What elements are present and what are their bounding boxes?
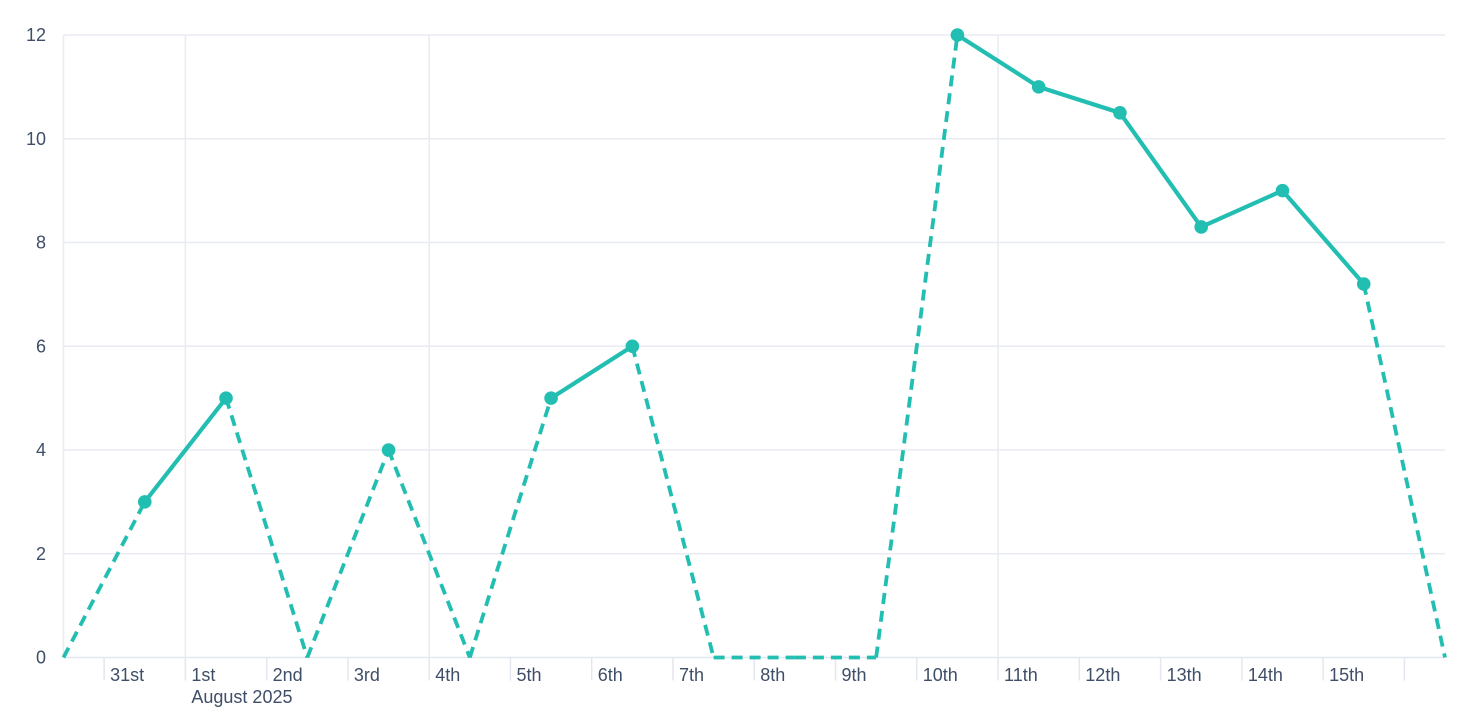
x-axis-tick-label: 13th — [1167, 665, 1202, 685]
line-segment-solid — [548, 344, 635, 401]
x-axis-tick-label: 31st — [110, 665, 144, 685]
data-point-marker[interactable] — [1275, 183, 1290, 198]
y-axis-tick-label: 8 — [36, 233, 46, 253]
line-segment-dashed — [386, 449, 472, 659]
x-axis-tick-label: 9th — [842, 665, 867, 685]
data-point-marker[interactable] — [544, 391, 558, 405]
y-axis-tick-label: 6 — [36, 336, 46, 356]
x-axis-tick-label: 2nd — [273, 665, 303, 685]
data-point-marker[interactable] — [625, 339, 640, 354]
data-point-marker[interactable] — [1113, 106, 1127, 120]
x-axis-tick-label: 12th — [1085, 665, 1120, 685]
y-axis-tick-label: 10 — [26, 129, 46, 149]
x-axis-tick-label: 5th — [516, 665, 541, 685]
x-axis-tick-label: 7th — [679, 665, 704, 685]
y-axis-tick-label: 2 — [36, 544, 46, 564]
data-point-marker[interactable] — [137, 495, 152, 509]
line-segment-dashed — [1361, 283, 1447, 658]
line-segment-solid — [1036, 84, 1123, 115]
line-segment-dashed — [630, 345, 716, 658]
data-point-marker[interactable] — [1031, 80, 1046, 94]
x-axis-tick-label: 6th — [598, 665, 623, 685]
line-segment-dashed — [305, 449, 391, 659]
line-segment-solid — [955, 32, 1041, 89]
y-axis-tick-label: 12 — [26, 25, 46, 45]
line-segment-solid — [1280, 188, 1366, 287]
line-segment-solid — [1199, 188, 1285, 230]
x-axis-tick-label: 15th — [1329, 665, 1364, 685]
line-segment-dashed — [874, 34, 960, 658]
x-axis-tick-label: 10th — [923, 665, 958, 685]
data-point-marker[interactable] — [219, 391, 233, 405]
x-axis-tick-label: 11th — [1004, 665, 1038, 685]
line-segment-dashed — [61, 500, 147, 659]
x-axis-tick-label: 4th — [435, 665, 460, 685]
x-axis-tick-label: 1st — [191, 665, 215, 685]
x-axis-tick-label: 14th — [1248, 665, 1283, 685]
line-segment-solid — [1117, 110, 1204, 230]
y-axis-tick-label: 0 — [36, 648, 46, 668]
line-segment-dashed — [224, 397, 310, 659]
data-point-marker[interactable] — [381, 443, 396, 457]
x-axis-tick-label: 3rd — [354, 665, 380, 685]
line-segment-dashed — [468, 397, 553, 659]
x-axis-month-label: August 2025 — [191, 687, 292, 707]
data-point-marker[interactable] — [950, 28, 965, 42]
data-point-marker[interactable] — [1356, 277, 1371, 291]
data-point-marker[interactable] — [1194, 220, 1209, 234]
y-axis-tick-label: 4 — [36, 440, 46, 460]
line-segment-solid — [142, 396, 229, 504]
x-axis-tick-label: 8th — [760, 665, 785, 685]
